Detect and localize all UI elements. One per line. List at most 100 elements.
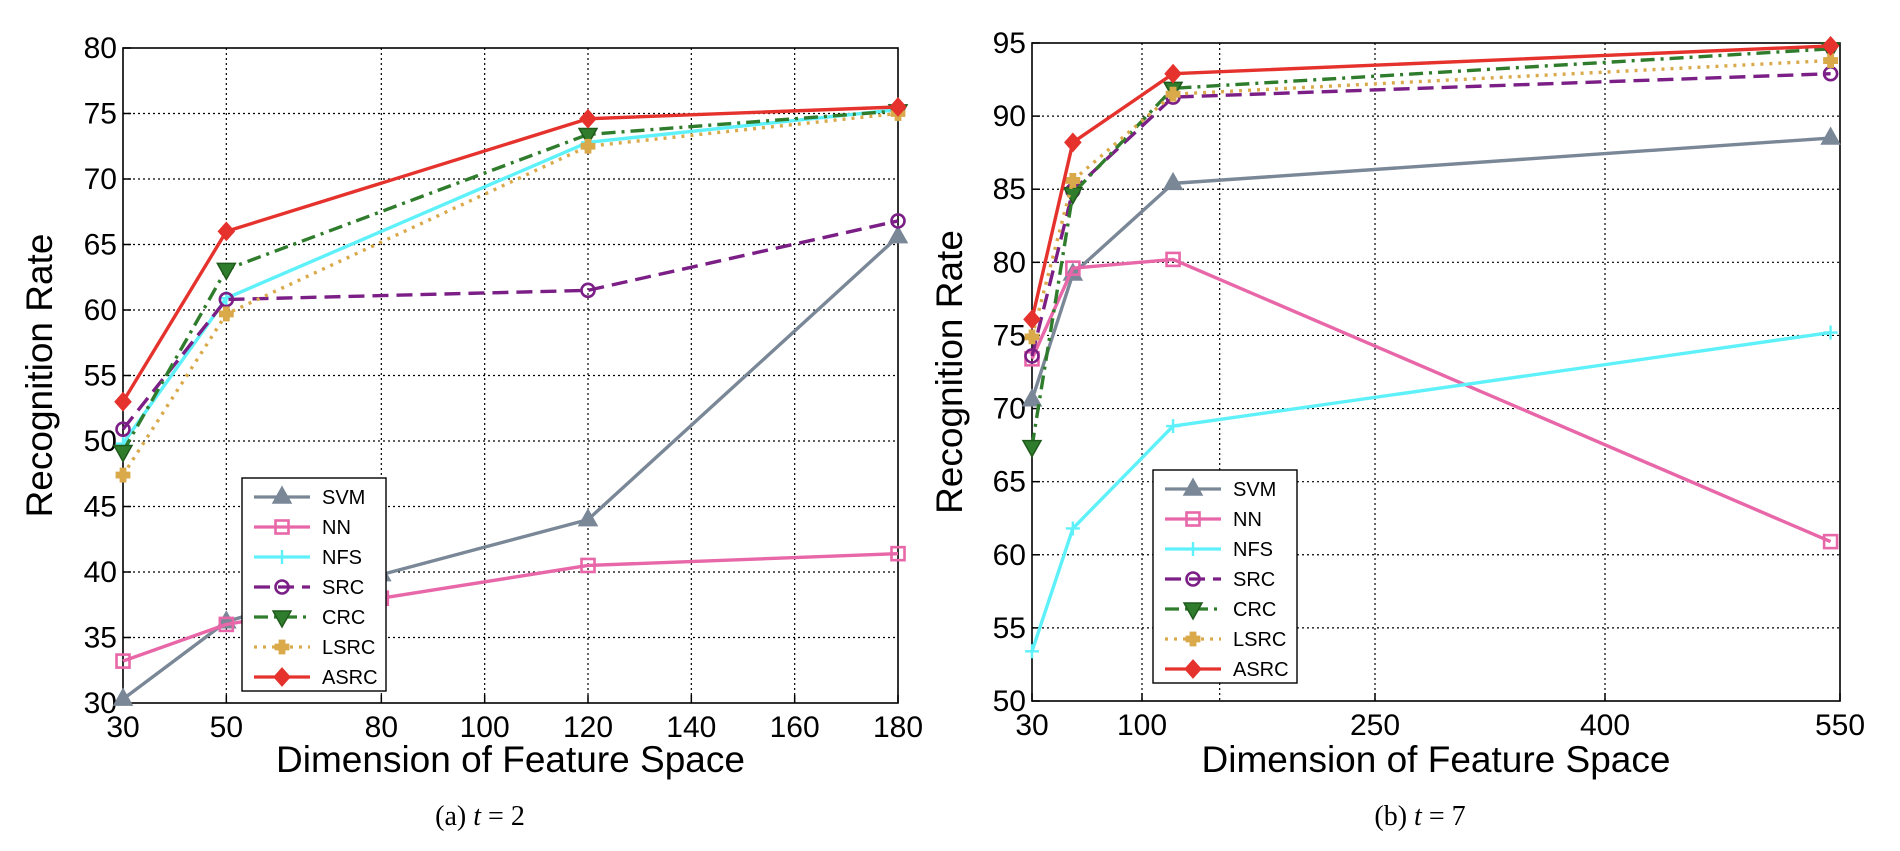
x-tick-label: 30 [106,711,139,744]
x-tick-label: 140 [666,711,716,744]
data-point-nfs [1823,325,1838,340]
x-tick-label: 30 [1015,709,1048,742]
legend-box [241,477,387,692]
series-asrc [114,97,907,412]
x-axis-label: Dimension of Feature Space [276,739,745,780]
data-point-svm [1021,388,1043,407]
figure-caption: (a) t = 2 [435,801,525,832]
x-tick-label: 80 [365,711,398,744]
legend-label-asrc: ASRC [1233,659,1289,681]
legend-label-src: SRC [322,577,364,599]
y-tick-label: 30 [84,687,117,720]
data-point-nn [115,653,131,669]
legend-label-nfs: NFS [322,547,362,569]
data-point-nn [890,545,906,562]
y-tick-label: 60 [84,294,117,327]
data-point-asrc [1821,36,1840,56]
legend-marker-crc [271,610,293,629]
y-tick-label: 75 [993,319,1026,352]
legend: SVM NN NFS SRC CRC LSRC ASRC [241,477,387,692]
data-point-src [890,213,906,229]
y-tick-label: 40 [84,556,117,589]
data-point-lsrc [115,467,131,483]
series-line-src [121,219,899,431]
series-line-lsrc [1030,58,1831,338]
y-tick-label: 95 [993,27,1026,60]
data-point-asrc [1023,309,1041,330]
data-point-crc [216,262,237,281]
data-point-src [218,291,235,308]
legend-marker-asrc [1184,659,1202,679]
y-axis-label: Recognition Rate [929,230,970,514]
data-point-nn [1065,260,1081,276]
y-tick-label: 85 [993,173,1026,206]
x-tick-label: 100 [1117,709,1167,742]
legend-label-nn: NN [322,517,351,539]
series-line-crc [1030,47,1831,447]
legend: SVM NN NFS SRC CRC LSRC ASRC [1152,469,1298,684]
series-nfs [116,102,905,451]
y-tick-label: 50 [84,425,117,458]
y-tick-label: 65 [84,229,117,262]
data-point-crc [1062,186,1084,206]
data-point-lsrc [580,138,596,154]
x-tick-label: 250 [1350,709,1400,742]
legend-marker-lsrc [1185,631,1201,647]
x-tick-label: 400 [1580,709,1630,742]
legend-label-lsrc: LSRC [322,637,375,659]
data-point-src [115,421,131,438]
chart-panel-2: 30 100 250 400 550 50 55 60 65 70 75 80 85 90 95 Dimens… [929,27,1865,832]
data-point-nfs [1025,644,1039,659]
data-point-nn [218,616,235,633]
data-point-crc [1021,439,1043,459]
data-point-svm [1162,171,1184,191]
data-point-asrc [1064,132,1082,153]
legend-marker-nn [1185,511,1201,527]
y-tick-label: 75 [84,98,117,131]
x-tick-label: 550 [1815,709,1865,742]
series-src [115,213,906,438]
legend-label-lsrc: LSRC [1233,629,1286,651]
data-point-lsrc [218,306,234,322]
legend-label-nfs: NFS [1233,539,1273,561]
series-line-src [1030,72,1831,357]
data-point-svm [1820,126,1841,145]
legend-marker-nn [274,519,290,535]
series-src [1024,65,1839,364]
plot-frame [1031,42,1841,702]
data-point-nn [580,557,596,574]
series-line-nfs [121,107,899,445]
y-tick-label: 35 [84,622,117,655]
data-point-asrc [1164,63,1182,84]
data-point-asrc [217,221,236,242]
legend-label-crc: CRC [322,607,365,629]
legend-label-crc: CRC [1233,599,1276,621]
y-tick-label: 70 [84,163,117,196]
series-line-svm [121,235,900,701]
x-tick-label: 50 [210,711,243,744]
y-tick-label: 65 [993,466,1026,499]
series-line-svm [1030,136,1831,401]
series-line-nfs [1030,330,1831,652]
data-point-asrc [579,108,597,129]
series-nn [115,545,906,669]
legend-marker-nfs [1186,542,1200,556]
legend-marker-src [1185,571,1201,587]
legend-marker-crc [1182,602,1204,621]
y-tick-label: 50 [993,685,1026,718]
data-point-nn [1822,533,1839,550]
legend-label-svm: SVM [322,487,365,509]
data-point-src [580,282,596,299]
data-point-nn [1165,251,1181,268]
legend-marker-nfs [275,550,289,564]
series-nn [1024,251,1839,550]
legend-marker-lsrc [274,639,290,655]
y-tick-label: 55 [84,360,117,393]
y-axis-label: Recognition Rate [19,234,60,518]
x-tick-label: 120 [563,711,613,744]
legend-marker-src [274,579,290,595]
legend-marker-asrc [273,667,291,687]
series-svm [1021,126,1841,407]
x-axis-label: Dimension of Feature Space [1202,739,1671,780]
